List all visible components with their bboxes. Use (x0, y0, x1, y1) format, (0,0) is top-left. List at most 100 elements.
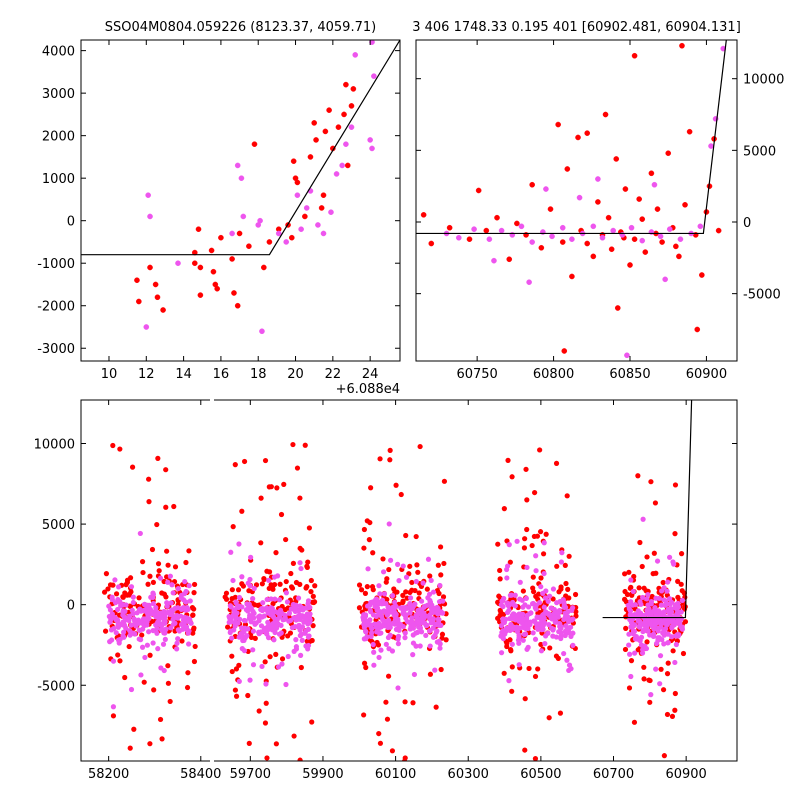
data-point-red_points (553, 460, 560, 466)
chart-panel-top-right: 3 406 1748.33 0.195 401 [60902.481, 6090… (412, 20, 784, 382)
data-point-red_points (150, 579, 157, 586)
data-point-pink_points (532, 636, 539, 642)
data-point-red_points (637, 539, 643, 546)
data-point-pink_points (243, 633, 249, 640)
data-point-pink_points (568, 666, 574, 672)
data-point-pink_points (368, 599, 374, 606)
axes-frame (80, 399, 210, 762)
data-point-red_points (602, 111, 609, 118)
data-point-pink_points (432, 667, 438, 673)
data-point-pink_points (648, 692, 654, 698)
data-point-pink_points (307, 604, 313, 611)
data-point-red_points (680, 650, 687, 657)
x-tick-label: 60700 (593, 767, 634, 782)
data-point-red_points (624, 591, 631, 598)
data-point-pink_points (120, 633, 126, 639)
data-point-red_points (147, 573, 153, 579)
data-point-red_points (678, 551, 685, 557)
data-point-pink_points (126, 617, 132, 624)
data-point-pink_points (628, 673, 634, 680)
data-point-red_points (377, 740, 384, 746)
data-point-pink_points (395, 685, 401, 691)
data-point-pink_points (563, 628, 569, 634)
data-point-red_points (298, 664, 304, 671)
data-point-pink_points (674, 607, 680, 613)
data-point-red_points (124, 577, 131, 583)
data-point-red_points (641, 676, 647, 682)
data-point-pink_points (246, 601, 252, 607)
data-point-pink_points (521, 616, 527, 622)
data-point-pink_points (392, 599, 398, 606)
data-point-pink_points (652, 621, 658, 627)
data-point-red_points (147, 652, 153, 658)
data-point-pink_points (395, 636, 401, 642)
data-point-red_points (522, 536, 528, 542)
data-point-red_points (497, 576, 503, 582)
data-point-pink_points (278, 630, 284, 636)
data-point-pink_points (430, 625, 436, 631)
data-point-pink_points (183, 588, 189, 595)
data-point-pink_points (413, 614, 420, 620)
data-point-red_points (401, 758, 408, 761)
data-point-pink_points (248, 554, 254, 560)
data-point-red_points (279, 656, 286, 662)
data-point-red_points (550, 596, 556, 602)
data-point-pink_points (396, 578, 402, 584)
data-point-pink_points (339, 162, 345, 169)
data-point-pink_points (491, 257, 497, 264)
data-point-red_points (376, 730, 382, 737)
data-point-red_points (403, 532, 409, 539)
data-point-red_points (370, 550, 376, 556)
data-point-pink_points (410, 652, 416, 658)
data-point-pink_points (304, 611, 310, 617)
data-point-pink_points (437, 641, 443, 647)
data-point-red_points (495, 541, 501, 547)
data-point-red_points (283, 578, 289, 585)
data-point-pink_points (136, 636, 142, 642)
data-point-red_points (225, 624, 231, 630)
data-point-red_points (261, 264, 267, 271)
data-point-pink_points (638, 634, 645, 640)
data-point-red_points (306, 525, 312, 531)
data-point-pink_points (141, 607, 147, 614)
data-point-red_points (343, 81, 349, 88)
data-point-red_points (309, 719, 315, 725)
data-point-pink_points (130, 594, 136, 600)
data-point-red_points (535, 666, 541, 672)
y-tick-label: -5000 (37, 679, 75, 694)
data-point-pink_points (158, 613, 164, 619)
x-tick-label: 60900 (686, 367, 727, 382)
data-point-pink_points (174, 646, 180, 652)
data-point-pink_points (134, 610, 140, 616)
data-point-red_points (122, 674, 128, 681)
data-point-pink_points (376, 630, 383, 637)
data-point-pink_points (559, 224, 566, 231)
data-point-pink_points (379, 601, 385, 607)
data-point-red_points (364, 584, 370, 590)
data-point-red_points (147, 264, 153, 271)
data-point-red_points (272, 581, 278, 588)
data-point-pink_points (154, 625, 160, 632)
data-point-pink_points (437, 645, 443, 651)
data-point-pink_points (352, 52, 359, 58)
axes-frame (80, 39, 401, 362)
data-point-pink_points (610, 227, 616, 234)
data-point-red_points (393, 482, 399, 488)
y-tick-label: 0 (743, 216, 751, 231)
data-point-red_points (283, 536, 289, 543)
data-point-red_points (117, 658, 123, 664)
data-point-red_points (186, 548, 192, 554)
data-points (420, 42, 727, 359)
data-point-pink_points (423, 632, 429, 639)
data-point-pink_points (523, 595, 529, 601)
data-point-red_points (246, 740, 252, 746)
data-point-pink_points (526, 621, 533, 627)
data-point-red_points (383, 699, 389, 705)
data-point-red_points (229, 587, 235, 593)
data-point-red_points (686, 128, 693, 135)
data-point-pink_points (627, 608, 634, 614)
data-point-pink_points (640, 594, 646, 601)
data-point-pink_points (427, 616, 434, 622)
y-tick-label: 1000 (42, 172, 75, 187)
data-point-pink_points (558, 635, 564, 642)
